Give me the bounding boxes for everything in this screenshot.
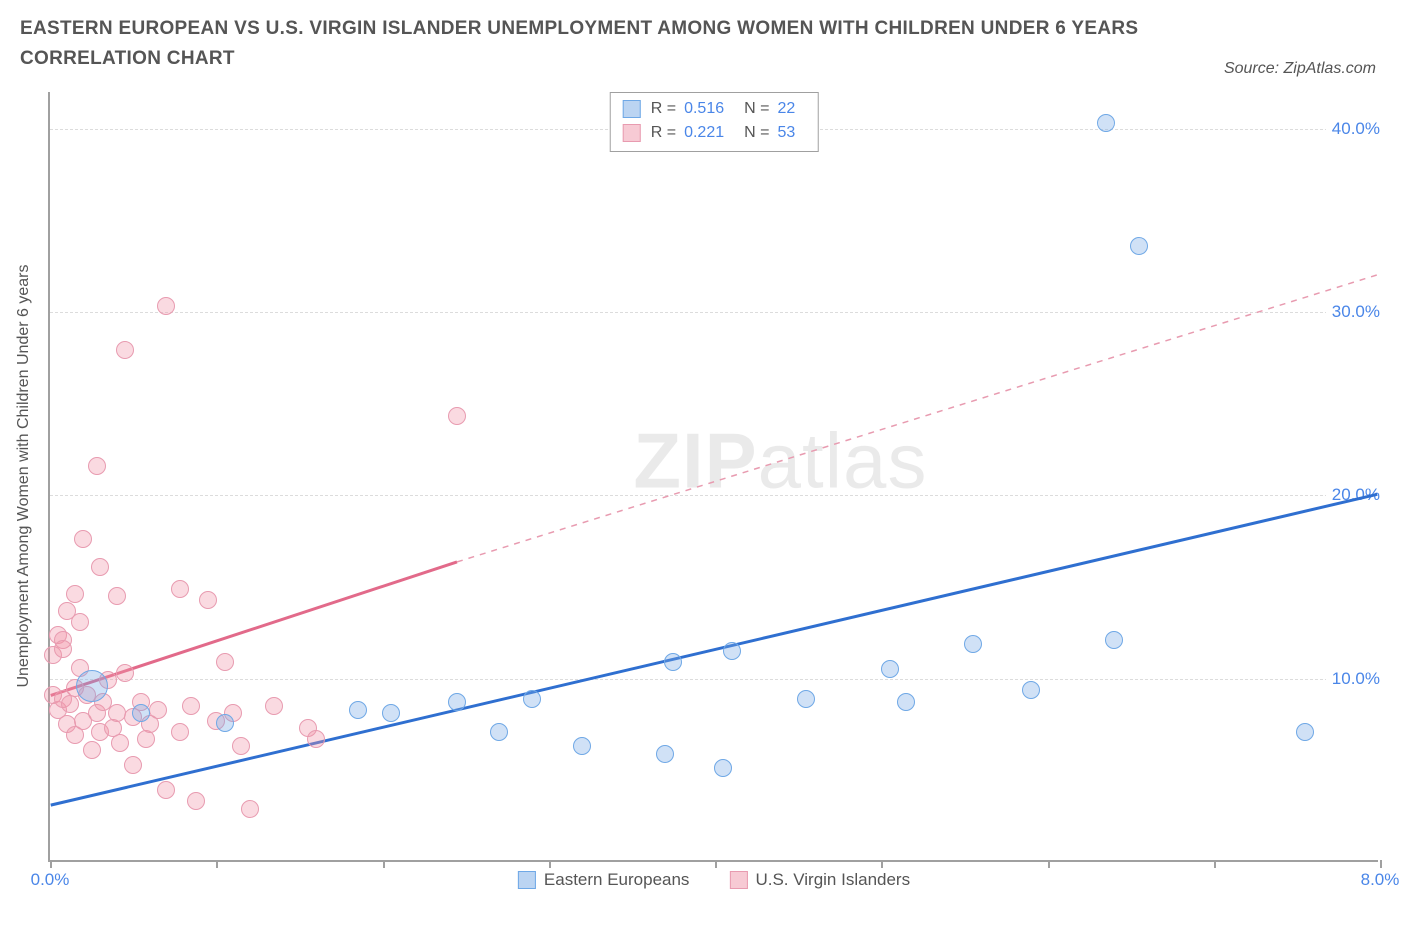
x-axis-legend: Eastern Europeans U.S. Virgin Islanders (518, 870, 910, 890)
point-virgin-islander (216, 653, 234, 671)
point-eastern-european (723, 642, 741, 660)
legend-label-b: U.S. Virgin Islanders (755, 870, 910, 890)
point-eastern-european (573, 737, 591, 755)
point-eastern-european (1022, 681, 1040, 699)
x-tick (1380, 860, 1382, 868)
point-virgin-islander (116, 341, 134, 359)
legend-item-b: U.S. Virgin Islanders (729, 870, 910, 890)
watermark-bold: ZIP (633, 416, 757, 504)
watermark: ZIPatlas (633, 415, 927, 506)
point-virgin-islander (171, 723, 189, 741)
stat-r-label: R = (651, 121, 676, 145)
point-virgin-islander (171, 580, 189, 598)
point-eastern-european (76, 670, 108, 702)
point-eastern-european (897, 693, 915, 711)
gridline (50, 312, 1378, 313)
stat-r-b: 0.221 (684, 121, 724, 145)
point-virgin-islander (71, 613, 89, 631)
legend-label-a: Eastern Europeans (544, 870, 690, 890)
trend-line (457, 275, 1377, 562)
y-axis-title: Unemployment Among Women with Children U… (15, 264, 33, 687)
point-eastern-european (1097, 114, 1115, 132)
y-tick-label: 30.0% (1326, 302, 1380, 322)
source-label: Source: ZipAtlas.com (1224, 60, 1376, 78)
legend-item-a: Eastern Europeans (518, 870, 690, 890)
point-eastern-european (714, 759, 732, 777)
point-virgin-islander (157, 297, 175, 315)
point-virgin-islander (182, 697, 200, 715)
point-virgin-islander (74, 530, 92, 548)
x-tick-label: 0.0% (31, 870, 70, 890)
point-virgin-islander (265, 697, 283, 715)
y-tick-label: 10.0% (1326, 669, 1380, 689)
point-eastern-european (523, 690, 541, 708)
stat-r-label: R = (651, 97, 676, 121)
swatch-a (623, 100, 641, 118)
point-virgin-islander (116, 664, 134, 682)
stat-n-label: N = (744, 121, 769, 145)
stats-row-b: R = 0.221 N = 53 (623, 121, 806, 145)
point-virgin-islander (83, 741, 101, 759)
point-eastern-european (964, 635, 982, 653)
point-eastern-european (1105, 631, 1123, 649)
legend-swatch-b (729, 871, 747, 889)
point-eastern-european (448, 693, 466, 711)
stat-n-a: 22 (777, 97, 795, 121)
point-virgin-islander (448, 407, 466, 425)
x-tick (1214, 860, 1216, 868)
point-eastern-european (1296, 723, 1314, 741)
y-tick-label: 20.0% (1326, 485, 1380, 505)
point-eastern-european (216, 714, 234, 732)
x-tick (881, 860, 883, 868)
y-tick-label: 40.0% (1326, 119, 1380, 139)
x-tick (216, 860, 218, 868)
point-eastern-european (881, 660, 899, 678)
swatch-b (623, 124, 641, 142)
point-eastern-european (664, 653, 682, 671)
point-eastern-european (382, 704, 400, 722)
point-virgin-islander (307, 730, 325, 748)
gridline (50, 679, 1378, 680)
point-virgin-islander (157, 781, 175, 799)
x-tick (50, 860, 52, 868)
x-tick (383, 860, 385, 868)
x-tick (549, 860, 551, 868)
chart-title: EASTERN EUROPEAN VS U.S. VIRGIN ISLANDER… (20, 14, 1170, 75)
point-eastern-european (1130, 237, 1148, 255)
trend-line (51, 494, 1378, 805)
stat-r-a: 0.516 (684, 97, 724, 121)
point-virgin-islander (88, 457, 106, 475)
legend-swatch-a (518, 871, 536, 889)
x-tick (1048, 860, 1050, 868)
point-virgin-islander (54, 640, 72, 658)
point-eastern-european (656, 745, 674, 763)
point-virgin-islander (187, 792, 205, 810)
point-virgin-islander (241, 800, 259, 818)
point-virgin-islander (149, 701, 167, 719)
point-virgin-islander (232, 737, 250, 755)
x-tick-label: 8.0% (1361, 870, 1400, 890)
point-eastern-european (490, 723, 508, 741)
point-virgin-islander (199, 591, 217, 609)
point-virgin-islander (66, 585, 84, 603)
point-virgin-islander (108, 704, 126, 722)
point-eastern-european (132, 704, 150, 722)
point-virgin-islander (111, 734, 129, 752)
stat-n-label: N = (744, 97, 769, 121)
stat-n-b: 53 (777, 121, 795, 145)
x-tick (715, 860, 717, 868)
plot-area: Unemployment Among Women with Children U… (48, 92, 1378, 862)
point-eastern-european (797, 690, 815, 708)
stats-legend-box: R = 0.516 N = 22 R = 0.221 N = 53 (610, 92, 819, 152)
point-virgin-islander (91, 558, 109, 576)
point-virgin-islander (108, 587, 126, 605)
gridline (50, 495, 1378, 496)
point-virgin-islander (124, 756, 142, 774)
point-eastern-european (349, 701, 367, 719)
point-virgin-islander (61, 695, 79, 713)
watermark-light: atlas (758, 416, 928, 504)
stats-row-a: R = 0.516 N = 22 (623, 97, 806, 121)
